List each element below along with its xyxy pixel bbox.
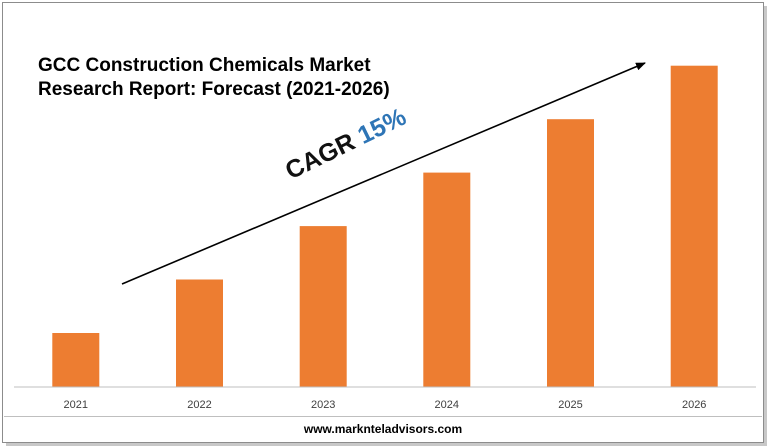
x-tick-label-2025: 2025 [558, 399, 582, 411]
bar-2025 [547, 119, 594, 387]
x-tick-label-2023: 2023 [311, 399, 335, 411]
chart-frame [2, 2, 764, 443]
bar-2024 [423, 172, 471, 387]
chart-title: GCC Construction Chemicals Market Resear… [38, 54, 438, 102]
bar-2021 [52, 333, 100, 387]
x-tick-label-2022: 2022 [187, 399, 211, 411]
trend-arrow [121, 62, 646, 285]
bar-2023 [299, 226, 347, 387]
x-tick-label-2026: 2026 [682, 399, 706, 411]
bar-2026 [670, 65, 718, 387]
frame-shadow-right [764, 6, 767, 445]
x-tick-label-2024: 2024 [435, 399, 459, 411]
chart-title-line-1: GCC Construction Chemicals Market [38, 55, 371, 76]
x-tick-label-2021: 2021 [64, 399, 88, 411]
frame-shadow-bottom [6, 443, 767, 446]
chart-title-line-2: Research Report: Forecast (2021-2026) [38, 79, 390, 100]
footer-website: www.marknteladvisors.com [4, 416, 762, 441]
bar-2022 [176, 279, 223, 387]
